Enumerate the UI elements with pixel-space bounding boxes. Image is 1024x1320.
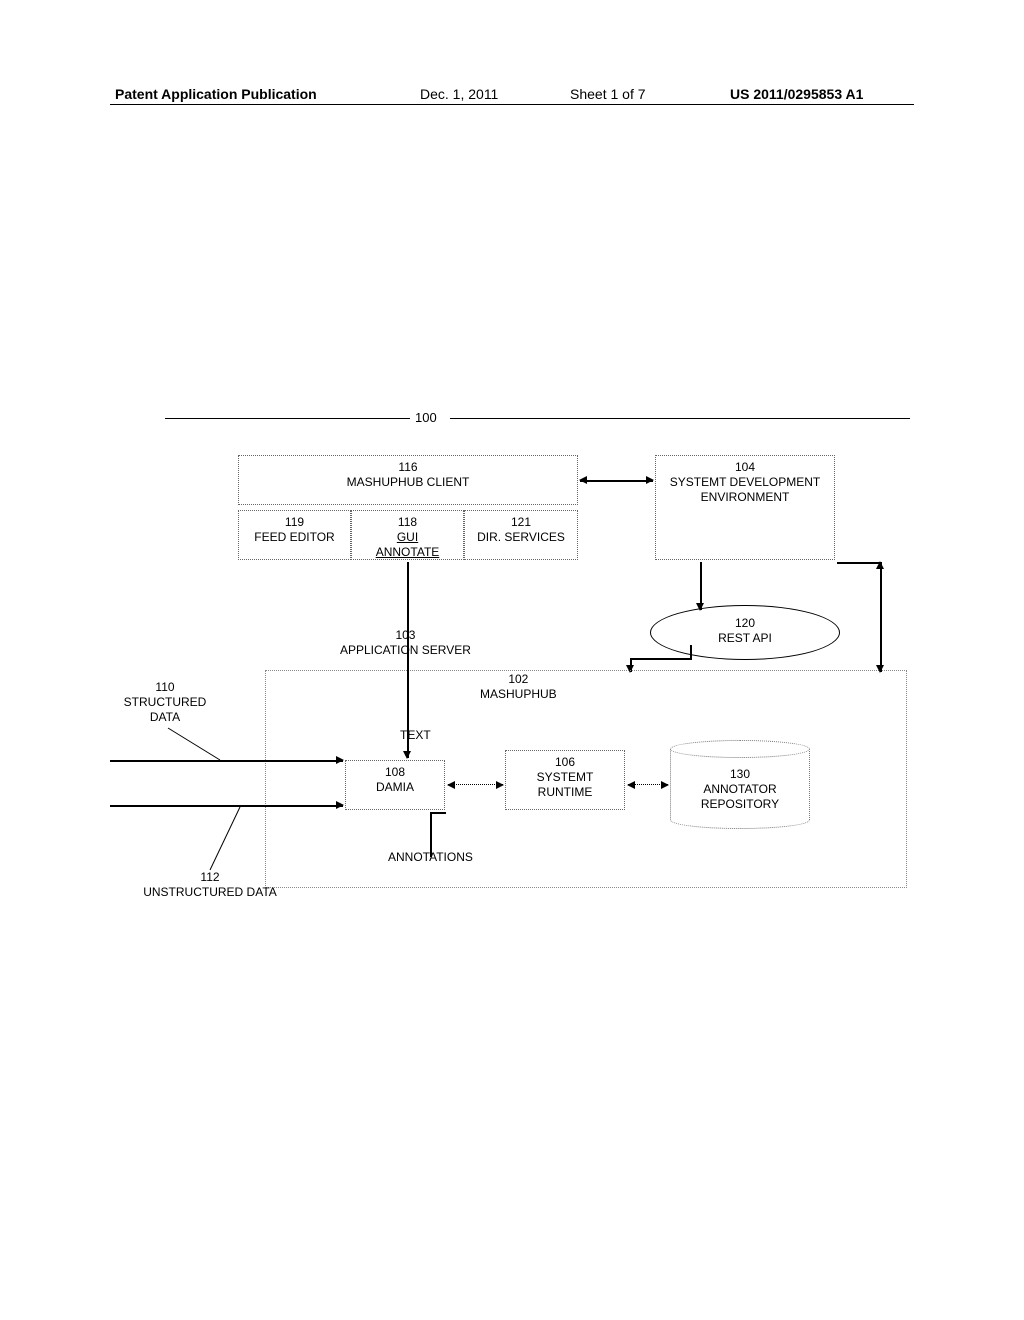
node-label: MASHUPHUB CLIENT (241, 475, 575, 490)
node-num: 130 (730, 767, 750, 781)
node-rest-api: 120 REST API (650, 605, 840, 660)
node-damia: 108 DAMIA (345, 760, 445, 810)
page: Patent Application Publication Dec. 1, 2… (0, 0, 1024, 1320)
edge-repo-to-dev-h (837, 562, 881, 564)
node-num: 104 (658, 460, 832, 475)
header-divider (110, 104, 914, 105)
edge-damia-annot-bend (430, 812, 446, 814)
node-mashupclient: 116 MASHUPHUB CLIENT (238, 455, 578, 505)
brace-line-left (165, 418, 410, 419)
edge-runtime-repo (628, 784, 668, 785)
edge-client-dev (580, 480, 653, 482)
node-mashuphub: 102 MASHUPHUB (480, 672, 557, 702)
edge-rest-stub (690, 645, 692, 660)
node-label: FEED EDITOR (241, 530, 348, 545)
node-num: 106 (508, 755, 622, 770)
node-sublabel: ANNOTATE (354, 545, 461, 560)
node-label: MASHUPHUB (480, 687, 557, 701)
node-label: ANNOTATOR REPOSITORY (701, 782, 779, 811)
node-num: 116 (241, 460, 575, 475)
node-label: DAMIA (348, 780, 442, 795)
edge-repo-down-into-hub (880, 660, 882, 672)
edge-label-annotations: ANNOTATIONS (388, 850, 473, 864)
node-systemt-runtime: 106 SYSTEMT RUNTIME (505, 750, 625, 810)
node-num: 110 (155, 680, 174, 694)
node-num: 108 (348, 765, 442, 780)
node-dir-services: 121 DIR. SERVICES (464, 510, 578, 560)
node-label: GUI (354, 530, 461, 545)
cylinder-top (670, 740, 810, 758)
node-num: 112 (200, 870, 219, 884)
node-label: SYSTEMT DEVELOPMENT ENVIRONMENT (658, 475, 832, 505)
node-num: 102 (508, 672, 528, 686)
node-structured-data: 110 STRUCTURED DATA (110, 680, 220, 725)
edge-damia-runtime (448, 784, 503, 785)
cylinder-body: 130 ANNOTATOR REPOSITORY (670, 749, 810, 829)
edge-repo-to-dev-up (880, 562, 882, 670)
node-label: STRUCTURED DATA (124, 695, 207, 724)
node-systemt-dev: 104 SYSTEMT DEVELOPMENT ENVIRONMENT (655, 455, 835, 560)
node-num: 103 (395, 628, 415, 642)
node-annotator-repo: 130 ANNOTATOR REPOSITORY (670, 740, 810, 830)
node-label: DIR. SERVICES (467, 530, 575, 545)
node-label: REST API (718, 631, 772, 645)
node-num: 120 (735, 616, 755, 630)
publication-number: US 2011/0295853 A1 (730, 86, 863, 102)
edge-dev-to-rest (700, 562, 702, 610)
node-label: SYSTEMT RUNTIME (508, 770, 622, 800)
node-label: APPLICATION SERVER (340, 643, 471, 657)
edge-rest-bend (630, 658, 690, 660)
node-gui: 118 GUI ANNOTATE (351, 510, 464, 560)
node-num: 121 (467, 515, 575, 530)
sheet-number: Sheet 1 of 7 (570, 86, 646, 102)
node-num: 118 (354, 515, 461, 530)
node-feed-editor: 119 FEED EDITOR (238, 510, 351, 560)
brace-line-right (450, 418, 910, 419)
node-label: UNSTRUCTURED DATA (143, 885, 277, 899)
node-num: 119 (241, 515, 348, 530)
node-app-server: 103 APPLICATION SERVER (340, 628, 471, 658)
figure-ref: 100 (415, 410, 437, 425)
node-unstructured-data: 112 UNSTRUCTURED DATA (140, 870, 280, 900)
architecture-diagram: 100 116 MASHUPHUB CLIENT 104 SYSTEMT DEV… (110, 410, 914, 950)
page-header: Patent Application Publication Dec. 1, 2… (0, 86, 1024, 106)
edge-structured-to-damia (110, 760, 343, 762)
publication-type: Patent Application Publication (115, 86, 317, 102)
publication-date: Dec. 1, 2011 (420, 86, 498, 102)
edge-unstructured-to-damia (110, 805, 343, 807)
edge-label-text: TEXT (400, 728, 431, 742)
